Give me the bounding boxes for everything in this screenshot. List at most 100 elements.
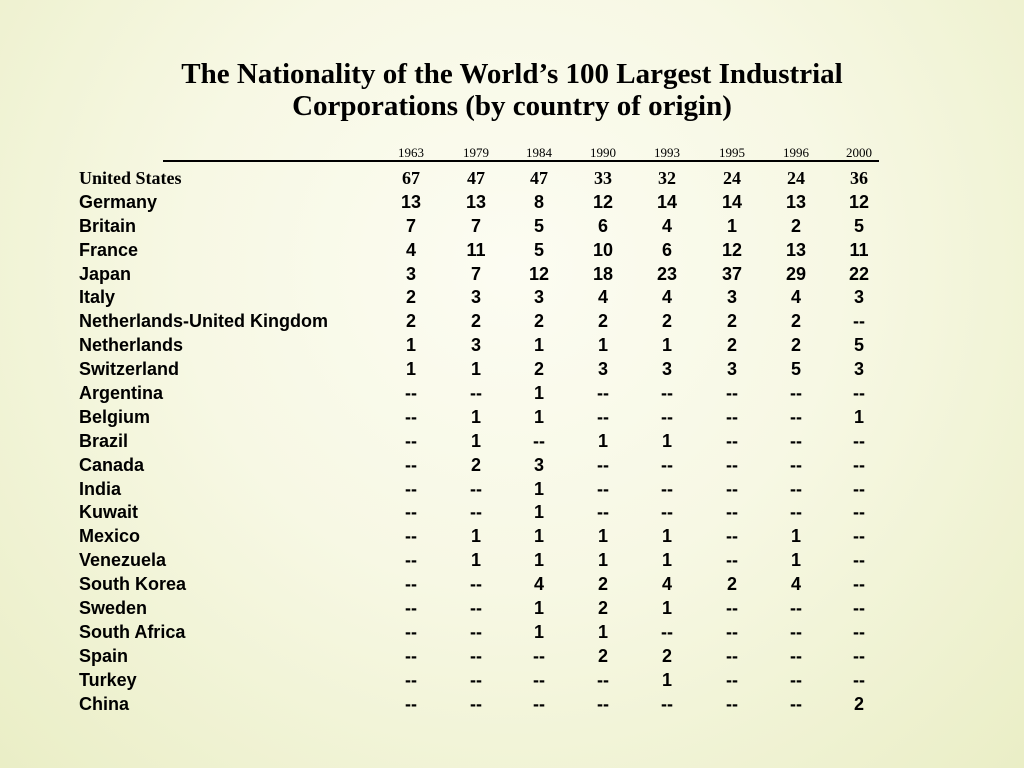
table-cell: -- bbox=[405, 478, 417, 499]
table-cell: 33 bbox=[594, 168, 612, 188]
table-cell: 1 bbox=[853, 406, 864, 427]
table-cell: 1 bbox=[533, 383, 544, 404]
table-cell: 14 bbox=[721, 191, 743, 212]
table-cell: 2 bbox=[726, 311, 737, 332]
table-row: Venezuela -- 1 1 1 1 -- 1 -- bbox=[0, 549, 1024, 573]
table-cell: 13 bbox=[465, 191, 487, 212]
table-cell: 3 bbox=[470, 335, 481, 356]
table-cell: 11 bbox=[849, 239, 869, 260]
country-name: Kuwait bbox=[79, 502, 139, 523]
table-cell: 2 bbox=[470, 311, 481, 332]
table-cell: 1 bbox=[470, 359, 481, 380]
table-cell: 3 bbox=[533, 454, 544, 475]
table-cell: 6 bbox=[661, 239, 672, 260]
table-cell: -- bbox=[790, 669, 802, 690]
table-cell: 2 bbox=[405, 287, 416, 308]
table-cell: 4 bbox=[533, 574, 544, 595]
table-cell: 47 bbox=[467, 168, 485, 188]
table-cell: -- bbox=[470, 645, 482, 666]
country-name: Argentina bbox=[79, 383, 164, 404]
table-row: Turkey -- -- -- -- 1 -- -- -- bbox=[0, 669, 1024, 693]
country-name: Sweden bbox=[79, 598, 148, 619]
table-cell: 4 bbox=[790, 574, 801, 595]
year-header: 2000 bbox=[846, 145, 872, 160]
table-cell: 2 bbox=[533, 359, 544, 380]
country-name: United States bbox=[79, 168, 182, 188]
table-cell: 2 bbox=[405, 311, 416, 332]
table-cell: 1 bbox=[790, 526, 801, 547]
table-cell: 12 bbox=[848, 191, 870, 212]
table-cell: 47 bbox=[530, 168, 548, 188]
table-cell: -- bbox=[726, 645, 738, 666]
table-cell: -- bbox=[726, 383, 738, 404]
table-cell: 1 bbox=[533, 478, 544, 499]
table-cell: -- bbox=[853, 454, 865, 475]
table-cell: -- bbox=[726, 454, 738, 475]
table-row: Netherlands 1 3 1 1 1 2 2 5 bbox=[0, 334, 1024, 358]
table-cell: -- bbox=[661, 502, 673, 523]
table-cell: 1 bbox=[726, 215, 737, 236]
country-name: Mexico bbox=[79, 526, 141, 547]
table-cell: -- bbox=[533, 645, 545, 666]
table-cell: 3 bbox=[726, 359, 737, 380]
table-cell: 1 bbox=[597, 430, 608, 451]
table-cell: -- bbox=[405, 502, 417, 523]
table-cell: 1 bbox=[661, 430, 672, 451]
table-cell: 14 bbox=[656, 191, 678, 212]
table-cell: -- bbox=[470, 502, 482, 523]
table-cell: -- bbox=[853, 526, 865, 547]
table-cell: 4 bbox=[661, 215, 672, 236]
table-cell: -- bbox=[726, 430, 738, 451]
table-cell: 37 bbox=[721, 263, 743, 284]
table-row: Argentina -- -- 1 -- -- -- -- -- bbox=[0, 382, 1024, 406]
table-cell: 18 bbox=[592, 263, 614, 284]
table-row: Canada -- 2 3 -- -- -- -- -- bbox=[0, 454, 1024, 478]
title-line-1: The Nationality of the World’s 100 Large… bbox=[181, 58, 843, 90]
table-cell: -- bbox=[661, 454, 673, 475]
table-cell: 3 bbox=[661, 359, 672, 380]
year-header: 1993 bbox=[654, 145, 680, 160]
table-row: Mexico -- 1 1 1 1 -- 1 -- bbox=[0, 525, 1024, 549]
table-cell: -- bbox=[790, 693, 802, 714]
table-cell: 1 bbox=[597, 335, 608, 356]
table-row: Sweden -- -- 1 2 1 -- -- -- bbox=[0, 597, 1024, 621]
year-header: 1995 bbox=[719, 145, 745, 160]
table-cell: -- bbox=[470, 621, 482, 642]
table-cell: -- bbox=[726, 502, 738, 523]
table-cell: -- bbox=[790, 430, 802, 451]
corporations-table: United States 67 47 47 33 32 24 24 36 Germany 13 13… bbox=[0, 167, 1024, 716]
table-cell: -- bbox=[726, 621, 738, 642]
table-cell: 10 bbox=[592, 239, 614, 260]
table-cell: 12 bbox=[592, 191, 614, 212]
country-name: France bbox=[79, 239, 139, 260]
table-cell: -- bbox=[790, 621, 802, 642]
table-cell: 22 bbox=[848, 263, 870, 284]
table-row: Britain 7 7 5 6 4 1 2 5 bbox=[0, 215, 1024, 239]
table-cell: 12 bbox=[721, 239, 743, 260]
table-cell: 1 bbox=[661, 335, 672, 356]
table-cell: -- bbox=[470, 574, 482, 595]
table-cell: 6 bbox=[597, 215, 608, 236]
table-cell: 12 bbox=[528, 263, 550, 284]
table-cell: 5 bbox=[853, 335, 864, 356]
table-row: India -- -- 1 -- -- -- -- -- bbox=[0, 478, 1024, 502]
table-cell: -- bbox=[533, 669, 545, 690]
table-cell: 2 bbox=[533, 311, 544, 332]
table-cell: 4 bbox=[790, 287, 801, 308]
table-cell: 13 bbox=[400, 191, 422, 212]
table-cell: 4 bbox=[661, 287, 672, 308]
table-cell: 3 bbox=[726, 287, 737, 308]
country-name: South Africa bbox=[79, 621, 186, 642]
country-name: Germany bbox=[79, 191, 158, 212]
table-cell: 7 bbox=[470, 263, 481, 284]
table-cell: -- bbox=[790, 478, 802, 499]
table-cell: 3 bbox=[597, 359, 608, 380]
table-cell: 1 bbox=[597, 526, 608, 547]
table-cell: 1 bbox=[597, 550, 608, 571]
country-name: Venezuela bbox=[79, 550, 167, 571]
table-cell: 23 bbox=[656, 263, 678, 284]
table-cell: 1 bbox=[470, 406, 481, 427]
table-cell: 7 bbox=[405, 215, 416, 236]
table-cell: -- bbox=[853, 311, 865, 332]
table-cell: -- bbox=[470, 669, 482, 690]
